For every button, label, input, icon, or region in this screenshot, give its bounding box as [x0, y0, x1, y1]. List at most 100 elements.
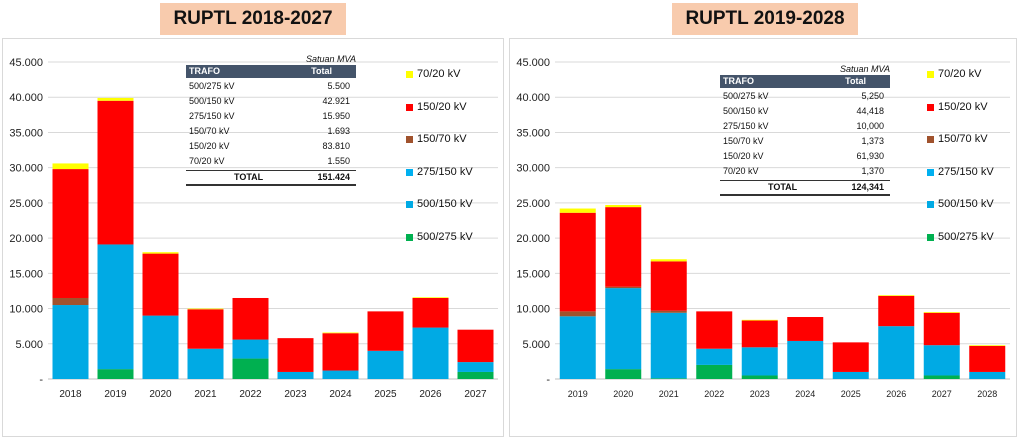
legend-swatch	[406, 71, 413, 78]
x-tick-label: 2020	[149, 389, 172, 400]
x-tick-label: 2022	[704, 389, 724, 399]
legend-swatch	[927, 201, 934, 208]
bar-segment-500-150-kv-2022	[232, 339, 269, 359]
bar-segment-150-20-kv-2026	[412, 297, 449, 328]
table-header-trafo: TRAFO	[189, 66, 220, 76]
table-cell-total: 1,373	[861, 136, 884, 146]
x-tick-label: 2028	[977, 389, 997, 399]
bar-segment-150-70-kv-2020	[605, 286, 642, 289]
legend-label: 500/275 kV	[417, 230, 473, 243]
y-tick-label: 25.000	[516, 198, 550, 210]
bar-segment-150-20-kv-2019	[97, 100, 134, 245]
y-tick-label: 45.000	[9, 57, 43, 69]
y-tick-label: 5.000	[15, 339, 43, 351]
chart-panel-2019-2028: 45.000 40.000 35.000 30.000 25.000 20.000 15.0…	[509, 38, 1017, 437]
bar-segment-500-150-kv-2024	[322, 370, 359, 379]
legend-swatch	[927, 103, 934, 111]
legend-label: 150/20 kV	[417, 100, 467, 113]
bar-segment-500-275-kv-2022	[232, 358, 269, 379]
x-tick-label: 2021	[194, 389, 217, 400]
bar-segment-150-20-kv-2023	[277, 338, 314, 372]
table-cell-trafo: 275/150 kV	[723, 121, 769, 131]
legend-label: 500/275 kV	[938, 230, 994, 243]
bar-segment-500-275-kv-2019	[97, 369, 134, 379]
x-tick-label: 2024	[329, 389, 352, 400]
table-total-row: TOTAL 151.424	[186, 170, 356, 186]
bar-segment-500-150-kv-2027	[457, 362, 494, 372]
bar-segment-500-150-kv-2019	[97, 244, 134, 370]
table-cell-trafo: 500/150 kV	[723, 106, 769, 116]
table-header-total: Total	[845, 76, 866, 86]
table-cell-total: 1.550	[327, 156, 350, 166]
x-tick-label: 2025	[841, 389, 861, 399]
bar-segment-150-20-kv-2027	[923, 312, 960, 346]
unit-label: Satuan MVA	[839, 64, 890, 74]
chart-panel-2018-2027: 45.000 40.000 35.000 30.000 25.000 20.000 15.0…	[2, 38, 504, 437]
legend-swatch	[927, 168, 934, 176]
x-tick-label: 2022	[239, 389, 262, 400]
table-row: 70/20 kV 1,370	[720, 164, 890, 179]
table-cell-total: 5,250	[861, 91, 884, 101]
y-tick-label: 20.000	[9, 233, 43, 245]
table-header-trafo: TRAFO	[723, 76, 754, 86]
table-cell-trafo: 275/150 kV	[189, 111, 235, 121]
x-tick-label: 2026	[886, 389, 906, 399]
bar-segment-150-20-kv-2020	[605, 207, 642, 287]
bar-segment-150-70-kv-2018	[52, 297, 89, 306]
bar-segment-150-20-kv-2026	[878, 295, 915, 327]
table-header: TRAFO Total	[720, 75, 890, 88]
bar-segment-70-20-kv-2020	[605, 205, 642, 208]
table-cell-trafo: 150/70 kV	[723, 136, 764, 146]
legend-swatch	[406, 168, 413, 176]
y-tick-label: -	[39, 374, 43, 386]
bar-segment-70-20-kv-2020	[142, 252, 179, 254]
table-total-label: TOTAL	[768, 182, 798, 192]
table-cell-total: 1,370	[861, 166, 884, 176]
bar-segment-500-150-kv-2027	[923, 345, 960, 376]
table-row: 70/20 kV 1.550	[186, 154, 356, 169]
bar-segment-500-150-kv-2023	[741, 347, 778, 376]
table-cell-total: 61,930	[856, 151, 884, 161]
bar-segment-500-275-kv-2027	[457, 371, 494, 379]
x-tick-label: 2027	[932, 389, 952, 399]
bar-segment-500-150-kv-2020	[142, 315, 179, 379]
unit-label: Satuan MVA	[305, 54, 356, 64]
y-tick-label: 35.000	[9, 127, 43, 139]
x-tick-label: 2025	[374, 389, 397, 400]
bar-segment-70-20-kv-2026	[878, 295, 915, 296]
table-row: 150/70 kV 1.693	[186, 124, 356, 139]
bar-segment-150-20-kv-2025	[367, 311, 404, 351]
bar-segment-500-150-kv-2022	[696, 348, 733, 365]
y-tick-label: 40.000	[9, 92, 43, 104]
x-tick-label: 2019	[104, 389, 127, 400]
bar-segment-150-20-kv-2019	[559, 212, 596, 312]
table-row: 500/275 kV 5.500	[186, 79, 356, 94]
legend-swatch	[406, 233, 413, 241]
table-cell-total: 15.950	[322, 111, 350, 121]
bar-segment-150-20-kv-2023	[741, 320, 778, 348]
x-tick-label: 2020	[613, 389, 633, 399]
legend-swatch	[927, 136, 934, 143]
y-tick-label: 45.000	[516, 57, 550, 69]
table-cell-total: 1.693	[327, 126, 350, 136]
bar-chart-2019-2028: 45.000 40.000 35.000 30.000 25.000 20.000 15.0…	[516, 57, 1010, 399]
legend-label: 500/150 kV	[938, 198, 994, 210]
bar-segment-150-20-kv-2021	[650, 261, 687, 311]
y-tick-label: 35.000	[516, 127, 550, 139]
y-tick-label: 30.000	[516, 163, 550, 175]
y-tick-label: 10.000	[516, 304, 550, 316]
y-tick-label: 5.000	[522, 339, 550, 351]
table-cell-trafo: 500/275 kV	[189, 81, 235, 91]
bar-segment-500-150-kv-2019	[559, 316, 596, 379]
bar-segment-150-20-kv-2020	[142, 253, 179, 316]
chart-title-2018-2027: RUPTL 2018-2027	[160, 3, 346, 35]
y-tick-label: 20.000	[516, 233, 550, 245]
table-cell-total: 5.500	[327, 81, 350, 91]
bar-segment-500-150-kv-2026	[878, 326, 915, 379]
table-row: 275/150 kV 15.950	[186, 109, 356, 124]
table-row: 500/275 kV 5,250	[720, 89, 890, 104]
legend-label: 275/150 kV	[417, 165, 473, 178]
legend-label: 150/70 kV	[938, 133, 988, 145]
bar-segment-500-150-kv-2024	[787, 340, 824, 379]
bar-segment-500-275-kv-2021	[650, 378, 687, 379]
